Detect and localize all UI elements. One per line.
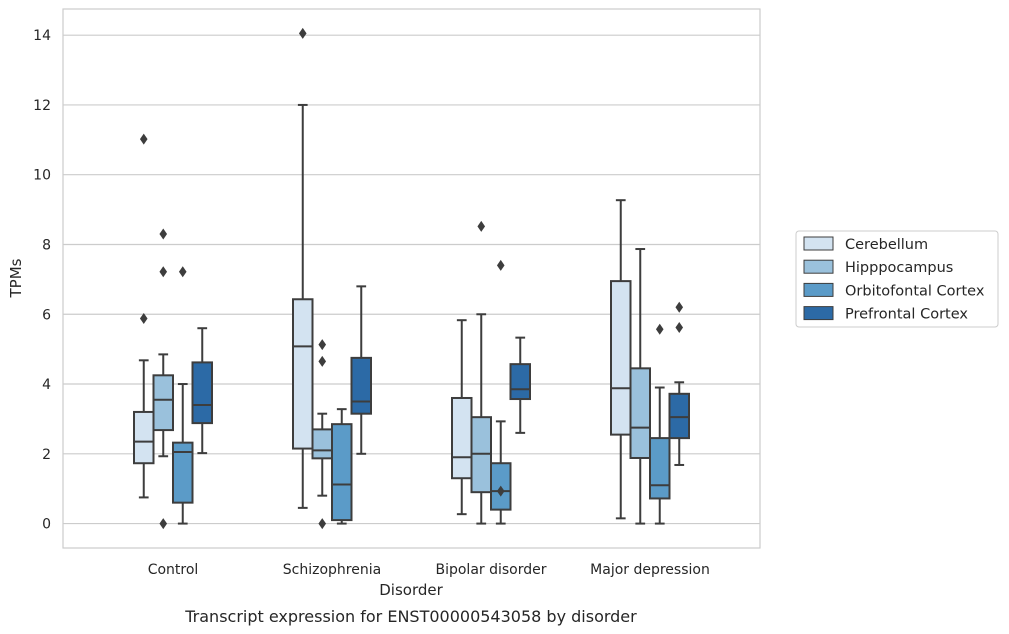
y-axis-label: TPMs xyxy=(7,258,25,298)
y-tick-label: 8 xyxy=(42,237,51,253)
x-axis-label: Disorder xyxy=(379,581,443,599)
box-iqr xyxy=(133,410,155,465)
y-tick-label: 12 xyxy=(33,98,51,114)
y-tick-label: 14 xyxy=(33,28,51,44)
box-cerebellum xyxy=(133,133,155,499)
outlier-point xyxy=(159,518,168,530)
legend-label: Hipppocampus xyxy=(845,260,953,276)
box-iqr xyxy=(509,363,531,401)
box-prefrontal-cortex xyxy=(350,285,372,455)
plot-area-frame xyxy=(62,8,761,549)
box-iqr xyxy=(191,361,213,425)
outlier-point xyxy=(139,312,148,324)
box-prefrontal-cortex xyxy=(191,327,213,455)
outlier-point xyxy=(655,323,664,335)
box-iqr xyxy=(292,298,314,450)
outlier-point xyxy=(675,301,684,313)
x-axis-ticks: Control Schizophrenia Bipolar disorder Majo… xyxy=(148,562,710,578)
box-iqr xyxy=(331,423,353,522)
legend-swatch xyxy=(803,282,834,297)
outlier-point xyxy=(496,259,505,271)
box-iqr xyxy=(311,428,333,460)
outlier-point xyxy=(159,228,168,240)
legend-label: Prefrontal Cortex xyxy=(845,307,968,323)
box-iqr xyxy=(649,437,671,500)
legend-swatch xyxy=(803,306,834,321)
outlier-point xyxy=(159,266,168,278)
y-axis-ticks: 0 2 4 6 8 10 12 14 xyxy=(33,28,51,532)
y-tick-label: 6 xyxy=(42,307,51,323)
box-hipppocampus xyxy=(629,248,651,525)
box-hipppocampus xyxy=(311,339,333,530)
box-prefrontal-cortex xyxy=(668,301,690,466)
legend-label: Cerebellum xyxy=(845,237,928,253)
outlier-point xyxy=(318,339,327,351)
box-orbitofontal-cortex xyxy=(172,266,194,525)
box-orbitofontal-cortex xyxy=(649,323,671,525)
y-tick-label: 0 xyxy=(42,517,51,533)
box-iqr xyxy=(629,367,651,459)
outlier-point xyxy=(139,133,148,145)
box-iqr xyxy=(172,441,194,504)
chart-caption: Transcript expression for ENST0000054305… xyxy=(184,607,637,626)
x-tick-label: Major depression xyxy=(590,562,710,578)
box-hipppocampus xyxy=(470,220,492,525)
box-iqr xyxy=(451,396,473,480)
box-iqr xyxy=(350,356,372,415)
legend-swatch xyxy=(803,236,834,251)
legend-frame xyxy=(795,230,999,328)
box-iqr xyxy=(610,280,632,436)
outlier-point xyxy=(496,485,505,497)
y-tick-label: 10 xyxy=(33,168,51,184)
x-tick-label: Bipolar disorder xyxy=(435,562,546,578)
outlier-point xyxy=(477,220,486,232)
outlier-point xyxy=(675,322,684,334)
box-cerebellum xyxy=(292,27,314,509)
outlier-point xyxy=(178,266,187,278)
outlier-point xyxy=(298,27,307,39)
legend: Cerebellum Hipppocampus Orbitofontal Corte… xyxy=(795,230,999,328)
y-tick-label: 4 xyxy=(42,377,51,393)
box-prefrontal-cortex xyxy=(509,336,531,434)
outlier-point xyxy=(318,518,327,530)
box-groups xyxy=(133,27,690,530)
box-cerebellum xyxy=(451,319,473,516)
y-tick-label: 2 xyxy=(42,447,51,463)
box-orbitofontal-cortex xyxy=(490,259,512,525)
box-iqr xyxy=(152,374,174,432)
box-iqr xyxy=(668,392,690,440)
box-hipppocampus xyxy=(152,228,174,530)
box-orbitofontal-cortex xyxy=(331,408,353,525)
x-tick-label: Control xyxy=(148,562,199,578)
legend-swatch xyxy=(803,259,834,274)
x-tick-label: Schizophrenia xyxy=(283,562,381,578)
box-cerebellum xyxy=(610,199,632,520)
outlier-point xyxy=(318,355,327,367)
legend-label: Orbitofontal Cortex xyxy=(845,283,985,299)
